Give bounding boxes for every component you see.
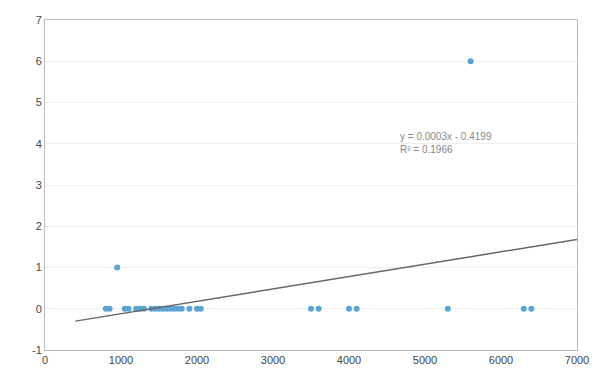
svg-text:5000: 5000 — [413, 354, 437, 366]
svg-text:1000: 1000 — [109, 354, 133, 366]
svg-text:7: 7 — [36, 14, 42, 26]
svg-text:4000: 4000 — [337, 354, 361, 366]
svg-text:2000: 2000 — [185, 354, 209, 366]
svg-text:-1: -1 — [32, 344, 42, 356]
svg-text:6: 6 — [36, 55, 42, 67]
svg-text:3: 3 — [36, 179, 42, 191]
svg-text:0: 0 — [36, 303, 42, 315]
svg-text:1: 1 — [36, 261, 42, 273]
svg-text:4: 4 — [36, 138, 42, 150]
svg-text:5: 5 — [36, 96, 42, 108]
svg-text:6000: 6000 — [489, 354, 513, 366]
svg-text:3000: 3000 — [261, 354, 285, 366]
svg-text:0: 0 — [42, 354, 48, 366]
svg-text:2: 2 — [36, 220, 42, 232]
svg-text:7000: 7000 — [565, 354, 589, 366]
svg-text:y = 0.0003x - 0.4199R² = 0.196: y = 0.0003x - 0.4199R² = 0.1966 — [400, 131, 492, 155]
